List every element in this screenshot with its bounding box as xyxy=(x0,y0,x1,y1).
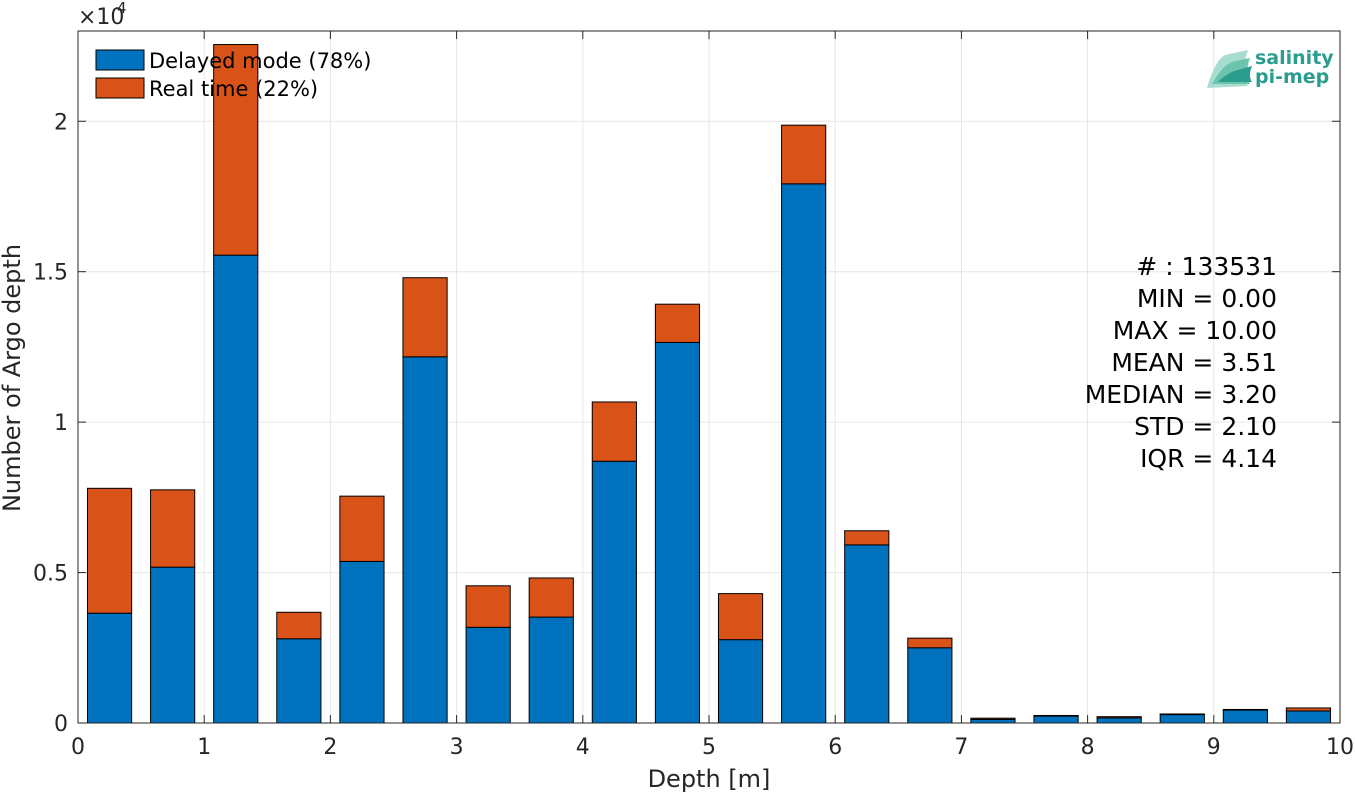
bar-realtime-8 xyxy=(591,401,637,462)
y-exponent-base: ×10 xyxy=(78,5,124,30)
bar-delayed-7 xyxy=(528,616,574,724)
legend-label-delayed-mode: Delayed mode (78%) xyxy=(149,49,371,73)
y-tick-label-0: 0 xyxy=(54,712,68,737)
bar-delayed-1 xyxy=(150,566,196,724)
bar-delayed-4 xyxy=(339,560,385,724)
legend-label-real-time: Real time (22%) xyxy=(149,77,318,101)
logo-line2: pi-mep xyxy=(1255,66,1329,88)
bar-realtime-13 xyxy=(907,637,953,649)
tick-labels: 0 1 2 3 4 5 6 7 8 9 10 0 0.5 1 1.5 2 xyxy=(33,110,1354,760)
bar-realtime-17 xyxy=(1159,713,1205,716)
legend-swatch-delayed-mode xyxy=(95,49,145,71)
x-axis-title: Depth [m] xyxy=(648,765,771,793)
bar-realtime-6 xyxy=(465,585,511,628)
grid-lines xyxy=(77,31,1341,724)
bar-realtime-14 xyxy=(970,717,1016,720)
y-exponent-label: ×10 4 xyxy=(78,0,127,30)
bar-realtime-19 xyxy=(1285,707,1332,712)
x-tick-label-4: 4 xyxy=(576,735,590,760)
x-tick-label-10: 10 xyxy=(1326,735,1354,760)
x-tick-label-6: 6 xyxy=(828,735,842,760)
bar-delayed-13 xyxy=(907,647,953,724)
legend-swatch-real-time xyxy=(95,77,145,99)
bar-delayed-15 xyxy=(1033,715,1079,724)
x-tick-label-8: 8 xyxy=(1081,735,1095,760)
bar-delayed-17 xyxy=(1159,714,1205,724)
x-tick-label-5: 5 xyxy=(702,735,716,760)
bar-realtime-15 xyxy=(1033,714,1079,717)
bars xyxy=(86,44,1332,724)
stats-line-4: MEDIAN = 3.20 xyxy=(1085,380,1277,409)
bar-realtime-1 xyxy=(150,489,196,568)
bar-delayed-2 xyxy=(213,254,259,724)
legend: Delayed mode (78%) Real time (22%) xyxy=(95,49,371,101)
x-tick-label-1: 1 xyxy=(197,735,211,760)
bar-delayed-12 xyxy=(844,544,890,724)
bar-realtime-4 xyxy=(339,495,385,562)
x-tick-label-7: 7 xyxy=(954,735,968,760)
logo-waves-icon xyxy=(1207,50,1252,88)
logo-line1: salinity xyxy=(1255,47,1334,69)
statistics-box: # : 133531 MIN = 0.00 MAX = 10.00 MEAN = 3.… xyxy=(1085,252,1277,473)
y-exponent-power: 4 xyxy=(117,0,127,17)
bar-realtime-16 xyxy=(1096,716,1142,719)
bar-realtime-10 xyxy=(717,593,764,641)
y-tick-label-1: 0.5 xyxy=(33,562,68,587)
bar-realtime-2 xyxy=(213,44,259,256)
bar-delayed-11 xyxy=(781,183,827,724)
bar-realtime-7 xyxy=(528,577,574,618)
x-tick-label-3: 3 xyxy=(450,735,464,760)
stats-line-1: MIN = 0.00 xyxy=(1137,284,1277,313)
bar-realtime-0 xyxy=(86,487,133,614)
bar-delayed-3 xyxy=(276,638,322,724)
y-tick-label-3: 1.5 xyxy=(33,261,68,286)
bar-delayed-8 xyxy=(591,460,637,724)
stats-line-6: IQR = 4.14 xyxy=(1140,444,1277,473)
salinity-pimep-logo: salinity pi-mep xyxy=(1207,47,1334,88)
x-tick-label-0: 0 xyxy=(71,735,85,760)
stats-line-5: STD = 2.10 xyxy=(1134,412,1277,441)
bar-delayed-14 xyxy=(970,718,1016,724)
bar-realtime-18 xyxy=(1222,708,1268,711)
stats-line-3: MEAN = 3.51 xyxy=(1111,348,1277,377)
axes xyxy=(77,30,1341,724)
y-tick-label-4: 2 xyxy=(54,110,68,135)
bar-realtime-12 xyxy=(844,530,890,546)
x-tick-label-2: 2 xyxy=(323,735,337,760)
bar-realtime-9 xyxy=(654,303,701,343)
bar-realtime-3 xyxy=(276,611,322,640)
bar-delayed-16 xyxy=(1096,717,1142,724)
bar-delayed-5 xyxy=(402,356,448,724)
bar-delayed-0 xyxy=(86,612,133,724)
bar-delayed-18 xyxy=(1222,709,1268,724)
bar-realtime-5 xyxy=(402,277,448,358)
x-tick-label-9: 9 xyxy=(1207,735,1221,760)
bar-realtime-11 xyxy=(781,124,827,185)
bar-delayed-9 xyxy=(654,341,701,724)
bar-delayed-6 xyxy=(465,626,511,724)
stats-line-2: MAX = 10.00 xyxy=(1113,316,1277,345)
y-tick-label-2: 1 xyxy=(54,411,68,436)
y-axis-title: Number of Argo depth xyxy=(0,244,26,512)
bar-delayed-10 xyxy=(717,639,764,724)
bar-delayed-19 xyxy=(1285,710,1332,724)
stats-line-0: # : 133531 xyxy=(1136,252,1277,281)
